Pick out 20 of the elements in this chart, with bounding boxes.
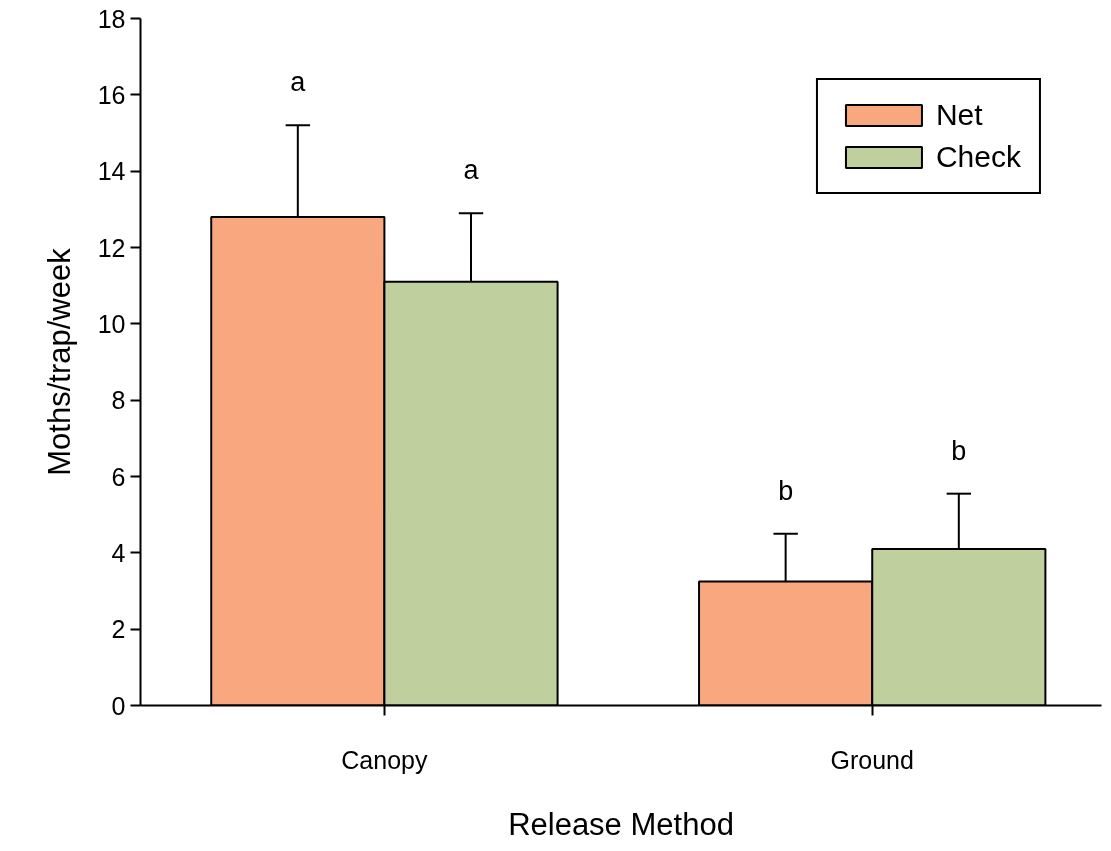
annotation: a xyxy=(463,155,480,186)
annotation: b xyxy=(951,435,967,466)
legend-label: Check xyxy=(935,140,1021,174)
y-tick-label: 8 xyxy=(111,386,126,415)
x-tick-label: Canopy xyxy=(341,745,428,774)
y-axis-title: Moths/trap/week xyxy=(41,247,77,476)
annotation: a xyxy=(290,67,307,98)
y-tick-label: 4 xyxy=(111,538,126,567)
y-tick-label: 12 xyxy=(97,233,126,262)
y-tick-label: 18 xyxy=(97,4,126,33)
legend-label: Net xyxy=(935,98,983,132)
y-tick-label: 6 xyxy=(111,462,126,491)
y-tick-label: 2 xyxy=(111,615,126,644)
annotation: b xyxy=(778,475,794,506)
x-axis-title: Release Method xyxy=(508,806,734,842)
y-tick-label: 16 xyxy=(97,80,126,109)
y-tick-label: 10 xyxy=(97,309,126,338)
y-tick-label: 0 xyxy=(111,691,126,720)
x-tick-label: Ground xyxy=(830,745,914,774)
y-tick-label: 14 xyxy=(97,157,126,186)
